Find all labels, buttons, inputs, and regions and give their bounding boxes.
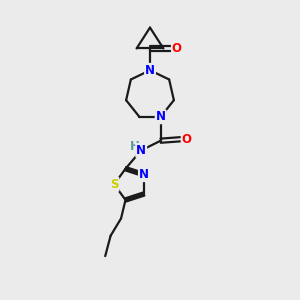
Text: N: N	[136, 144, 146, 157]
Text: S: S	[110, 178, 118, 191]
Text: O: O	[172, 42, 182, 55]
Text: O: O	[182, 133, 192, 146]
Text: N: N	[139, 168, 149, 181]
Text: N: N	[156, 110, 166, 123]
Text: H: H	[129, 140, 139, 153]
Text: N: N	[145, 64, 155, 77]
